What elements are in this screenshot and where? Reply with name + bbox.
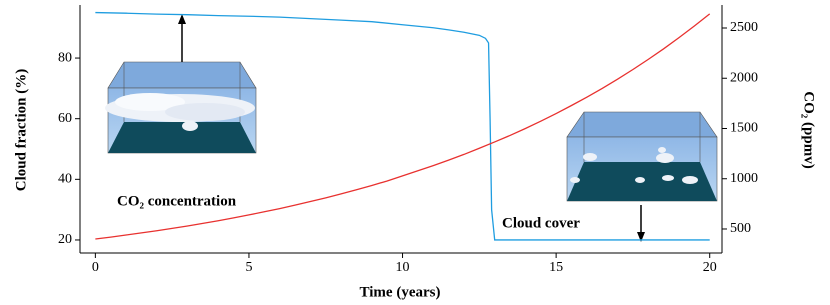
x-axis-label: Time (years) bbox=[360, 284, 441, 300]
y-tick-label: 40 bbox=[58, 172, 72, 187]
inset-clear bbox=[566, 111, 718, 242]
inset-cloudy bbox=[105, 14, 257, 154]
annotation: CO₂ concentration bbox=[117, 193, 237, 209]
y2-tick-label: 2500 bbox=[730, 20, 758, 35]
y-tick-label: 60 bbox=[58, 111, 72, 126]
x-tick-label: 20 bbox=[703, 260, 717, 275]
annotation: Cloud cover bbox=[502, 215, 580, 231]
y2-axis-label: CO₂ (ppmv) bbox=[801, 91, 817, 168]
x-tick-label: 5 bbox=[245, 260, 252, 275]
series-line bbox=[95, 11, 710, 241]
y-tick-label: 80 bbox=[58, 50, 72, 65]
y2-tick-label: 1500 bbox=[730, 121, 758, 136]
x-tick-label: 0 bbox=[92, 260, 99, 275]
y2-tick-label: 1000 bbox=[730, 171, 758, 186]
y-axis-label: Cloud fraction (%) bbox=[13, 69, 29, 192]
y-tick-label: 20 bbox=[58, 232, 72, 247]
y2-tick-label: 500 bbox=[730, 221, 751, 236]
series-line bbox=[95, 13, 711, 240]
y2-tick-label: 2000 bbox=[730, 70, 758, 85]
x-tick-label: 10 bbox=[396, 260, 410, 275]
x-tick-label: 15 bbox=[549, 260, 563, 275]
